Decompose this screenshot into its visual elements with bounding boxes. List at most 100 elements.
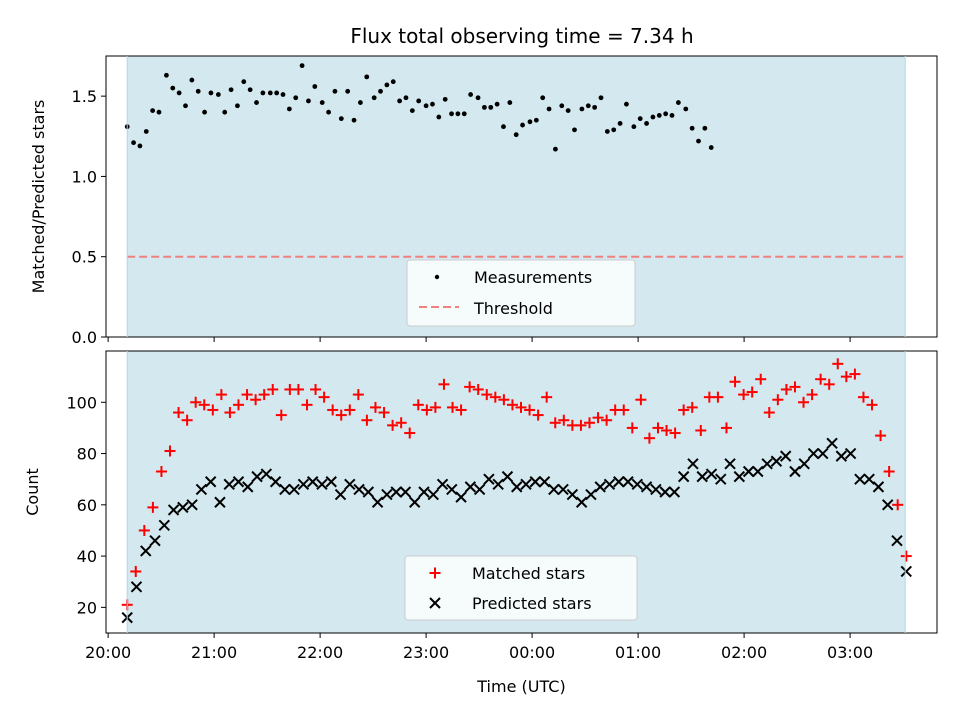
matched-point: [583, 417, 595, 429]
predicted-point: [770, 455, 783, 467]
ratio-y-axis: 0.0 0.5 1.0 1.5: [72, 87, 106, 347]
predicted-point-b: [371, 496, 384, 508]
predicted-point-b: [724, 458, 736, 470]
matched-point: [900, 550, 912, 562]
count-y-tick-label: 60: [77, 496, 97, 515]
matched-point: [489, 391, 501, 403]
predicted-point: [705, 468, 718, 480]
predicted-point: [325, 476, 337, 488]
predicted-point: [344, 478, 356, 491]
predicted-point: [149, 535, 161, 547]
predicted-point: [687, 458, 699, 470]
chart-title: Flux total observing time = 7.34 h: [350, 24, 693, 48]
measurement-point: [675, 100, 681, 105]
matched-point: [198, 399, 210, 411]
measurement-point: [585, 103, 591, 109]
predicted-point: [742, 465, 755, 478]
measurement-point: [228, 87, 234, 93]
measurement-point: [540, 95, 546, 101]
predicted-point: [613, 476, 625, 488]
measurement-point: [592, 104, 598, 110]
predicted-point: [223, 478, 235, 491]
time-x-tick-label: 23:00: [403, 643, 449, 662]
predicted-point-b: [149, 535, 161, 547]
measurement-point: [507, 100, 513, 105]
measurement-point: [222, 109, 228, 115]
time-x-tick-label: 22:00: [297, 643, 343, 662]
measurement-point: [482, 104, 487, 110]
predicted-point-b: [529, 476, 541, 488]
ratio-legend: Measurements Threshold: [406, 259, 636, 327]
measurement-point: [183, 103, 188, 109]
predicted-point: [130, 581, 143, 593]
ratio-y-axis-label: Matched/Predicted stars: [29, 100, 48, 294]
predicted-point-b: [251, 470, 263, 483]
matched-point: [618, 404, 630, 416]
legend-matched-marker: [429, 567, 441, 579]
measurement-point: [488, 104, 494, 110]
measurement-point: [656, 113, 662, 118]
measurement-point: [617, 121, 623, 126]
predicted-point-b: [761, 458, 773, 470]
predicted-point-b: [752, 465, 764, 478]
matched-point: [892, 499, 904, 511]
predicted-point-b: [872, 481, 885, 493]
matched-point: [267, 383, 279, 395]
measurement-point: [461, 111, 467, 117]
measurement-point: [696, 138, 701, 144]
measurement-point: [494, 101, 500, 107]
matched-point: [738, 389, 750, 401]
matched-point: [164, 445, 176, 457]
matched-point: [173, 407, 185, 419]
count-y-tick-label: 100: [66, 393, 97, 412]
predicted-point: [316, 478, 328, 491]
measurement-point: [455, 111, 461, 117]
matched-point: [866, 399, 878, 411]
matched-point: [130, 565, 142, 577]
predicted-point: [529, 476, 541, 488]
measurement-point: [611, 127, 617, 133]
measurement-point: [513, 132, 519, 138]
measurement-point: [326, 109, 331, 115]
predicted-point-b: [557, 483, 569, 496]
measurement-point: [430, 101, 435, 107]
measurement-point: [416, 98, 422, 104]
predicted-point-b: [288, 483, 300, 496]
predicted-point-b: [195, 483, 208, 496]
measurement-point: [533, 117, 539, 123]
predicted-point: [232, 476, 245, 488]
predicted-point: [409, 496, 421, 508]
predicted-point-b: [177, 501, 189, 514]
measurement-point: [384, 82, 390, 88]
time-x-axis: 20:00 21:00 22:00 23:00 00:00 01:00 02:00 03:00: [85, 633, 873, 662]
predicted-point: [538, 476, 551, 488]
predicted-point: [520, 478, 532, 491]
legend-threshold-label: Threshold: [473, 299, 553, 318]
count-y-axis: 20 40 60 80 100: [66, 393, 106, 617]
matched-point: [661, 424, 673, 436]
matched-point: [447, 401, 459, 413]
predicted-point-b: [779, 450, 792, 462]
predicted-point-b: [427, 488, 439, 501]
matched-point: [875, 430, 887, 442]
matched-point: [712, 391, 724, 403]
predicted-point: [483, 473, 495, 485]
predicted-point-b: [399, 486, 412, 498]
matched-point: [275, 409, 287, 421]
predicted-point-b: [650, 483, 662, 496]
matched-point: [549, 417, 561, 429]
predicted-point-b: [418, 486, 430, 498]
predicted-point: [761, 458, 773, 470]
predicted-point: [204, 476, 217, 488]
measurement-point: [143, 129, 149, 134]
predicted-point-b: [297, 478, 310, 491]
measurement-point: [338, 116, 344, 122]
predicted-point-b: [492, 478, 504, 491]
predicted-point-b: [353, 483, 365, 496]
measurement-point: [371, 95, 377, 101]
matched-point: [815, 373, 827, 385]
measurement-point: [280, 92, 286, 97]
legend-measurements-marker: [434, 274, 440, 280]
measurement-point: [189, 77, 195, 83]
predicted-point: [798, 458, 810, 470]
